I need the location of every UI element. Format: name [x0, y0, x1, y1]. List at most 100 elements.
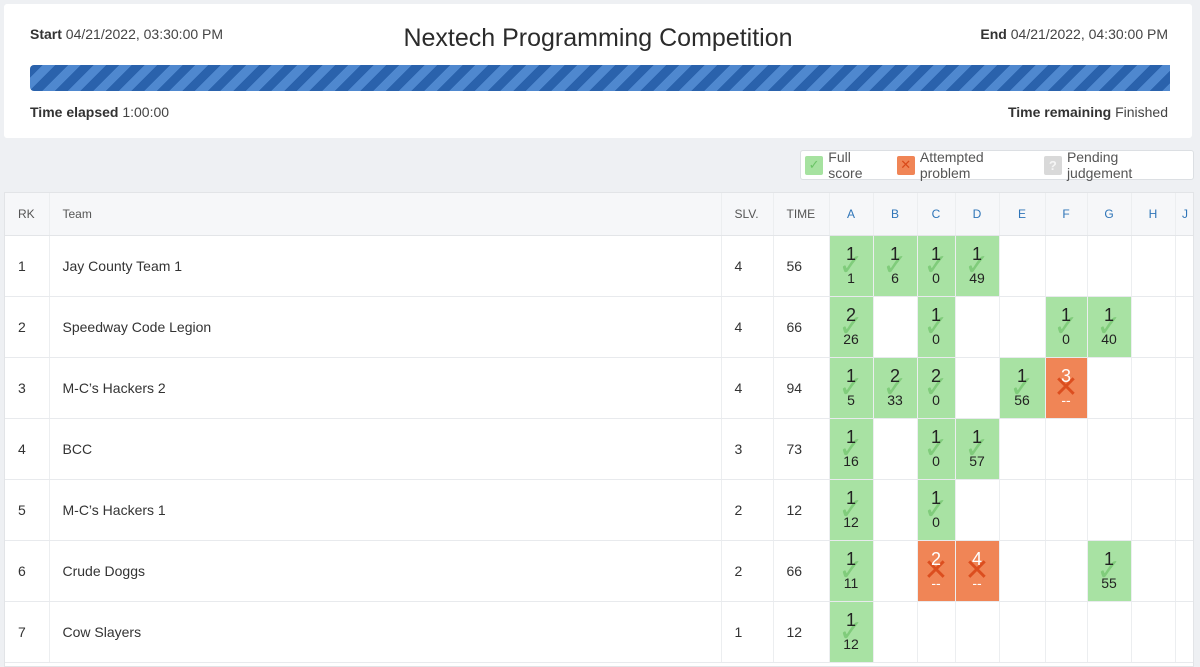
attempted-badge: ✕ 4 --: [955, 540, 999, 601]
solved-badge: ✓ 1 56: [999, 357, 1045, 418]
problem-header-g[interactable]: G: [1087, 193, 1132, 236]
team-name[interactable]: M-C’s Hackers 1: [49, 479, 722, 541]
check-icon: ✓: [923, 431, 949, 465]
problem-cell-h: [1131, 479, 1176, 541]
column-header-solved[interactable]: SLV.: [721, 193, 774, 236]
team-name[interactable]: Crude Doggs: [49, 540, 722, 602]
start-time: Start 04/21/2022, 03:30:00 PM: [30, 26, 224, 42]
problem-cell-f[interactable]: ✓ 1 0: [1045, 296, 1088, 358]
problem-header-e[interactable]: E: [999, 193, 1046, 236]
team-name[interactable]: Speedway Code Legion: [49, 296, 722, 358]
team-rank: 3: [5, 357, 50, 419]
attempted-badge: ✕ 3 --: [1045, 357, 1087, 418]
problem-cell-d[interactable]: ✕ 4 --: [955, 540, 1000, 602]
question-icon: ?: [1043, 155, 1062, 175]
problem-cell-c[interactable]: ✓ 2 0: [917, 357, 956, 419]
solve-time: 49: [969, 270, 985, 286]
problem-cell-e: [999, 601, 1046, 663]
problem-cell-d[interactable]: ✓ 1 57: [955, 418, 1000, 480]
problem-cell-b[interactable]: ✓ 2 33: [873, 357, 918, 419]
problem-cell-h: [1131, 418, 1176, 480]
problem-cell-e[interactable]: ✓ 1 56: [999, 357, 1046, 419]
team-name[interactable]: M-C’s Hackers 2: [49, 357, 722, 419]
column-header-rank[interactable]: RK: [5, 193, 50, 236]
x-icon: ✕: [964, 553, 990, 587]
solved-badge: ✓ 1 0: [917, 296, 955, 357]
problem-header-c[interactable]: C: [917, 193, 956, 236]
problem-cell-b[interactable]: ✓ 1 6: [873, 235, 918, 297]
problem-header-b[interactable]: B: [873, 193, 918, 236]
problem-cell-d[interactable]: ✓ 1 49: [955, 235, 1000, 297]
legend-attempted-label: Attempted problem: [919, 149, 984, 181]
team-name[interactable]: Cow Slayers: [49, 601, 722, 663]
problem-cell-c[interactable]: ✓ 1 0: [917, 479, 956, 541]
problem-cell-g: [1087, 601, 1132, 663]
solved-badge: ✓ 1 1: [829, 235, 873, 296]
problem-cell-g: [1087, 235, 1132, 297]
attempt-count: 1: [930, 488, 941, 508]
attempt-count: 1: [1060, 305, 1071, 325]
problem-header-d[interactable]: D: [955, 193, 1000, 236]
problem-cell-a[interactable]: ✓ 1 12: [829, 601, 874, 663]
problem-cell-j: [1175, 418, 1193, 480]
solve-time: 56: [1014, 392, 1030, 408]
solve-time: 1: [847, 270, 855, 286]
check-icon: ✓: [923, 309, 949, 343]
solve-time: 55: [1101, 575, 1117, 591]
attempt-count: 1: [971, 244, 982, 264]
problem-header-f[interactable]: F: [1045, 193, 1088, 236]
problem-cell-a[interactable]: ✓ 1 16: [829, 418, 874, 480]
problem-cell-c[interactable]: ✓ 1 0: [917, 418, 956, 480]
problem-cell-a[interactable]: ✓ 1 1: [829, 235, 874, 297]
attempt-count: 1: [1103, 549, 1114, 569]
solved-count: 3: [721, 418, 774, 480]
problem-header-h[interactable]: H: [1131, 193, 1176, 236]
penalty-time: 12: [773, 601, 830, 663]
team-rank: 6: [5, 540, 50, 602]
check-icon: ✓: [964, 431, 990, 465]
attempt-count: 1: [845, 610, 856, 630]
problem-cell-a[interactable]: ✓ 1 12: [829, 479, 874, 541]
penalty-time: 94: [773, 357, 830, 419]
x-icon: ✕: [896, 155, 915, 175]
team-name[interactable]: BCC: [49, 418, 722, 480]
status-legend: ✓ Full score ✕ Attempted problem ? Pendi…: [800, 149, 1194, 181]
table-row: 1 Jay County Team 1 4 56 ✓ 1 1 ✓ 1 6 ✓ 1 0 ✓ 1 49: [5, 235, 1193, 297]
problem-cell-g[interactable]: ✓ 1 55: [1087, 540, 1132, 602]
problem-cell-a[interactable]: ✓ 1 11: [829, 540, 874, 602]
table-row: 3 M-C’s Hackers 2 4 94 ✓ 1 5 ✓ 2 33 ✓ 2 0 ✓ 1 56 ✕ 3 --: [5, 357, 1193, 419]
table-row: 5 M-C’s Hackers 1 2 12 ✓ 1 12 ✓ 1 0: [5, 479, 1193, 541]
check-icon: ✓: [923, 370, 949, 404]
solved-badge: ✓ 1 49: [955, 235, 999, 296]
problem-cell-f: [1045, 235, 1088, 297]
team-name[interactable]: Jay County Team 1: [49, 235, 722, 297]
problem-cell-j: [1175, 540, 1193, 602]
problem-header-j[interactable]: J: [1175, 193, 1193, 236]
problem-cell-a[interactable]: ✓ 1 5: [829, 357, 874, 419]
attempt-count: 1: [889, 244, 900, 264]
problem-cell-f[interactable]: ✕ 3 --: [1045, 357, 1088, 419]
solved-count: 1: [721, 601, 774, 663]
problem-cell-a[interactable]: ✓ 2 26: [829, 296, 874, 358]
check-icon: ✓: [838, 248, 864, 282]
problem-cell-h: [1131, 357, 1176, 419]
problem-cell-c[interactable]: ✓ 1 0: [917, 235, 956, 297]
check-icon: ✓: [1096, 553, 1122, 587]
column-header-team[interactable]: Team: [49, 193, 722, 236]
check-icon: ✓: [838, 370, 864, 404]
problem-cell-c[interactable]: ✕ 2 --: [917, 540, 956, 602]
problem-cell-f: [1045, 540, 1088, 602]
solved-badge: ✓ 1 0: [917, 479, 955, 540]
solve-time: 26: [843, 331, 859, 347]
table-row: 7 Cow Slayers 1 12 ✓ 1 12: [5, 601, 1193, 663]
column-header-time[interactable]: TIME: [773, 193, 830, 236]
problem-cell-b: [873, 418, 918, 480]
problem-cell-c[interactable]: ✓ 1 0: [917, 296, 956, 358]
problem-cell-h: [1131, 601, 1176, 663]
end-time: End 04/21/2022, 04:30:00 PM: [980, 26, 1168, 42]
problem-header-a[interactable]: A: [829, 193, 874, 236]
problem-cell-g[interactable]: ✓ 1 40: [1087, 296, 1132, 358]
